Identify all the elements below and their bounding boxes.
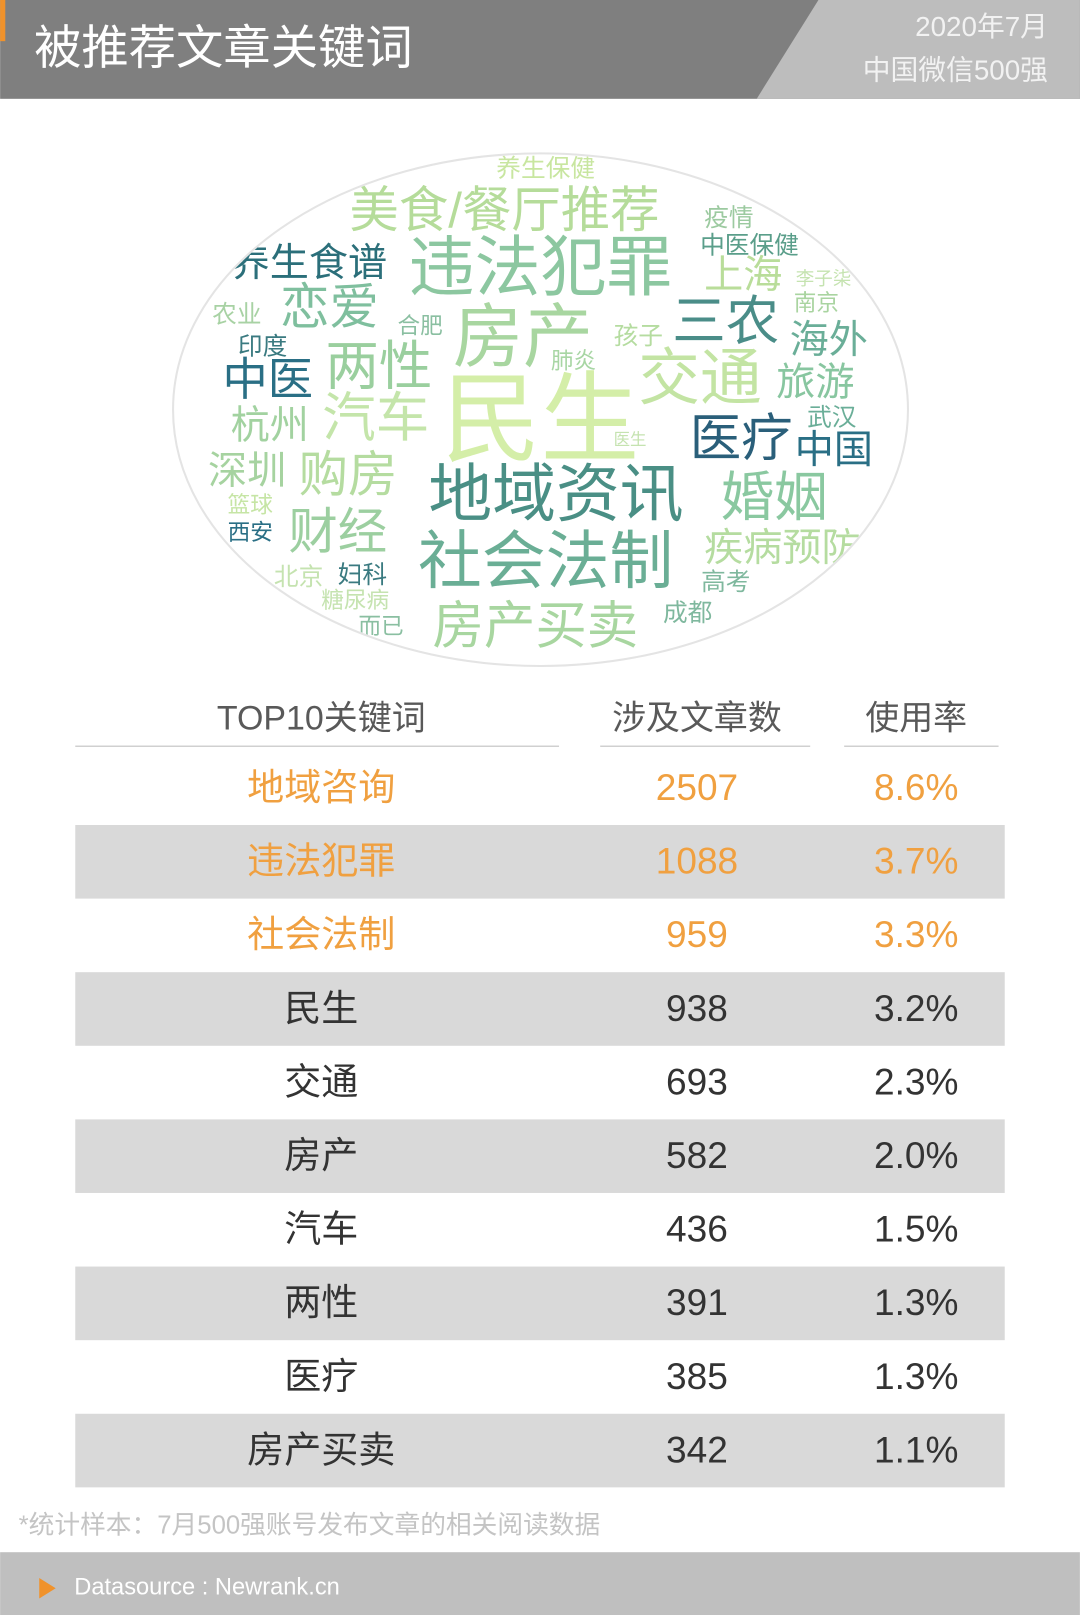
cloud-word: 房产 <box>453 298 593 376</box>
row-band <box>75 1413 1005 1488</box>
cell: 房产买卖 <box>247 1428 395 1470</box>
cell: 391 <box>666 1281 728 1323</box>
cloud-word: 杭州 <box>231 405 309 448</box>
column-header: 涉及文章数 <box>612 699 782 737</box>
cloud-word: 地域资讯 <box>428 458 683 530</box>
cloud-word: 糖尿病 <box>321 588 389 613</box>
cell: 938 <box>666 987 728 1029</box>
column-header: TOP10关键词 <box>217 699 426 737</box>
cell: 2.3% <box>874 1060 958 1102</box>
cloud-word: 财经 <box>288 504 387 559</box>
cloud-word: 民生 <box>442 364 640 474</box>
cell: 2507 <box>656 766 738 808</box>
cloud-word: 三农 <box>672 292 779 351</box>
cloud-word: 疫情 <box>704 204 753 232</box>
row-band <box>75 1266 1005 1341</box>
column-header: 使用率 <box>865 699 967 737</box>
cell: 1.3% <box>874 1281 958 1323</box>
cloud-word: 中医 <box>222 354 313 405</box>
cell: 8.6% <box>874 766 958 808</box>
cloud-word: 海外 <box>790 319 868 362</box>
cloud-word: 社会法制 <box>418 525 673 597</box>
cloud-word: 医生 <box>614 431 647 449</box>
cloud-word: 孩子 <box>614 322 663 350</box>
cell: 342 <box>666 1428 728 1470</box>
cell: 1.3% <box>874 1355 958 1397</box>
cloud-word: 肺炎 <box>551 348 596 373</box>
cloud-word: 篮球 <box>228 492 274 517</box>
cell: 1.1% <box>874 1428 958 1470</box>
cloud-word: 李子柒 <box>796 268 852 289</box>
cell: 房产 <box>284 1134 358 1176</box>
cloud-word: 南京 <box>794 291 839 316</box>
cell: 1.5% <box>874 1208 958 1250</box>
cell: 两性 <box>284 1281 358 1323</box>
row-band <box>75 1119 1005 1193</box>
cloud-word: 房产买卖 <box>432 597 638 655</box>
cloud-word: 武汉 <box>807 403 856 431</box>
cloud-word: 农业 <box>212 301 261 329</box>
cloud-word: 妇科 <box>338 561 387 589</box>
cloud-word: 购房 <box>299 448 398 503</box>
cloud-word: 印度 <box>238 332 287 360</box>
cloud-word: 中医保健 <box>700 232 799 260</box>
cloud-word: 合肥 <box>397 313 442 338</box>
cell: 3.7% <box>874 840 958 882</box>
cloud-word: 违法犯罪 <box>409 230 672 304</box>
cloud-word: 养生食谱 <box>231 242 387 285</box>
cloud-word: 高考 <box>701 568 750 596</box>
cloud-word: 婚姻 <box>721 468 828 527</box>
footer-bar <box>0 1552 1080 1615</box>
cell: 3.3% <box>874 913 958 955</box>
cell: 2.0% <box>874 1134 958 1176</box>
cell: 959 <box>666 913 728 955</box>
cloud-word: 医疗 <box>690 409 793 467</box>
cell: 436 <box>666 1208 728 1250</box>
row-band <box>75 824 1005 899</box>
cloud-word: 恋爱 <box>280 280 379 335</box>
footer-arrow <box>39 1577 56 1599</box>
footer-text: Datasource : Newrank.cn <box>74 1574 340 1600</box>
header-mark <box>0 0 6 42</box>
header-accent <box>756 0 1080 99</box>
cell: 693 <box>666 1060 728 1102</box>
cloud-word: 中国 <box>795 429 873 472</box>
cloud-outline <box>172 152 910 667</box>
cell: 385 <box>666 1355 728 1397</box>
cell: 社会法制 <box>247 913 395 955</box>
cell: 3.2% <box>874 987 958 1029</box>
cloud-word: 疾病预防 <box>704 527 860 570</box>
cell: 医疗 <box>284 1355 358 1397</box>
cell: 违法犯罪 <box>247 840 395 882</box>
title: 被推荐文章关键词 <box>34 22 413 75</box>
cloud-word: 旅游 <box>776 361 854 404</box>
cloud-word: 深圳 <box>208 450 286 493</box>
cell: 民生 <box>284 987 358 1029</box>
cloud-word: 上海 <box>704 254 782 297</box>
cell: 1088 <box>656 840 738 882</box>
cloud-word: 汽车 <box>322 389 429 448</box>
cloud-word: 北京 <box>274 563 323 591</box>
date: 2020年7月 <box>915 11 1048 42</box>
footnote: *统计样本：7月500强账号发布文章的相关阅读数据 <box>19 1510 601 1539</box>
subtitle: 中国微信500强 <box>863 54 1048 85</box>
cloud-word: 美食/餐厅推荐 <box>349 183 659 238</box>
cell: 汽车 <box>284 1208 358 1250</box>
cloud-word: 西安 <box>228 520 273 545</box>
cell: 地域咨询 <box>247 766 395 808</box>
cell: 582 <box>666 1134 728 1176</box>
cloud-word: 养生保健 <box>496 154 595 182</box>
cloud-word: 成都 <box>663 599 712 627</box>
cloud-word: 交通 <box>638 344 762 413</box>
cloud-word: 两性 <box>325 338 432 397</box>
cell: 交通 <box>284 1060 358 1102</box>
row-band <box>75 972 1005 1046</box>
